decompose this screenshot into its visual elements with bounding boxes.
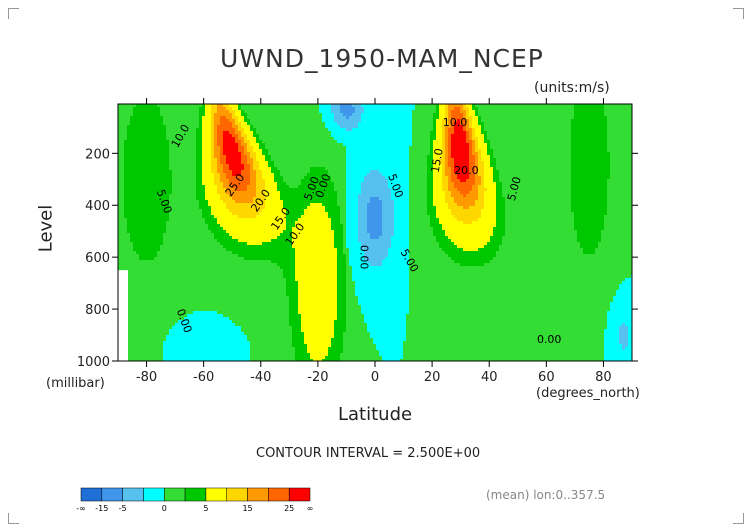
units-label: (units:m/s) bbox=[534, 80, 610, 96]
x-tick-label: -20 bbox=[307, 370, 328, 385]
contour-interval-label: CONTOUR INTERVAL = 2.500E+00 bbox=[256, 446, 481, 461]
y-unit-label: (millibar) bbox=[46, 376, 105, 391]
mean-label: (mean) lon:0..357.5 bbox=[486, 488, 606, 502]
colorbar-tick-label: -∞ bbox=[76, 504, 86, 513]
colorbar-swatch bbox=[101, 487, 123, 502]
x-tick-label: -80 bbox=[136, 370, 157, 385]
y-tick-label: 600 bbox=[85, 251, 110, 266]
colorbar-swatch bbox=[164, 487, 186, 502]
colorbar-swatch bbox=[80, 487, 103, 502]
colorbar-swatch bbox=[143, 487, 165, 502]
colorbar-tick-label: -5 bbox=[119, 504, 127, 513]
contour-label: 0.00 bbox=[358, 245, 371, 270]
x-tick-label: 20 bbox=[424, 370, 441, 385]
corner-mark-br bbox=[733, 513, 744, 524]
x-tick-label: 60 bbox=[538, 370, 555, 385]
y-tick-label: 800 bbox=[85, 303, 110, 318]
colorbar-swatch bbox=[268, 487, 290, 502]
missing-data-region bbox=[118, 270, 128, 361]
colorbar-tick-label: -15 bbox=[95, 504, 108, 513]
y-tick-label: 200 bbox=[85, 147, 110, 162]
colorbar-tick-label: 15 bbox=[242, 504, 252, 513]
colorbar-tick-label: 25 bbox=[284, 504, 294, 513]
x-tick-label: -60 bbox=[193, 370, 214, 385]
x-tick-label: -40 bbox=[250, 370, 271, 385]
x-tick-label: 40 bbox=[481, 370, 498, 385]
colorbar-swatch bbox=[247, 487, 269, 502]
contour-label: 0.00 bbox=[537, 333, 562, 346]
contour-label: 10.0 bbox=[443, 116, 468, 129]
colorbar-tick-label: 5 bbox=[203, 504, 208, 513]
colorbar-tick-label: 0 bbox=[162, 504, 167, 513]
contour-label: 15.0 bbox=[429, 147, 446, 173]
y-axis-label: Level bbox=[35, 204, 57, 253]
colorbar-tick-label: ∞ bbox=[307, 504, 314, 513]
colorbar-swatch bbox=[226, 487, 248, 502]
x-tick-label: 80 bbox=[595, 370, 612, 385]
x-tick-label: 0 bbox=[371, 370, 379, 385]
corner-mark-bl bbox=[8, 513, 19, 524]
contour-label: 20.0 bbox=[454, 164, 479, 177]
colorbar-swatch bbox=[288, 487, 311, 502]
x-unit-label: (degrees_north) bbox=[536, 386, 640, 401]
colorbar-swatch bbox=[205, 487, 227, 502]
colorbar-swatch bbox=[184, 487, 207, 502]
corner-mark-tl bbox=[8, 8, 19, 19]
y-tick-label: 1000 bbox=[77, 355, 110, 370]
corner-mark-tr bbox=[733, 8, 744, 19]
colorbar-swatch bbox=[122, 487, 144, 502]
contour-label: 5.00 bbox=[505, 175, 524, 202]
y-tick-label: 400 bbox=[85, 199, 110, 214]
chart-title: UWND_1950-MAM_NCEP bbox=[220, 44, 544, 73]
x-axis-label: Latitude bbox=[338, 404, 413, 425]
